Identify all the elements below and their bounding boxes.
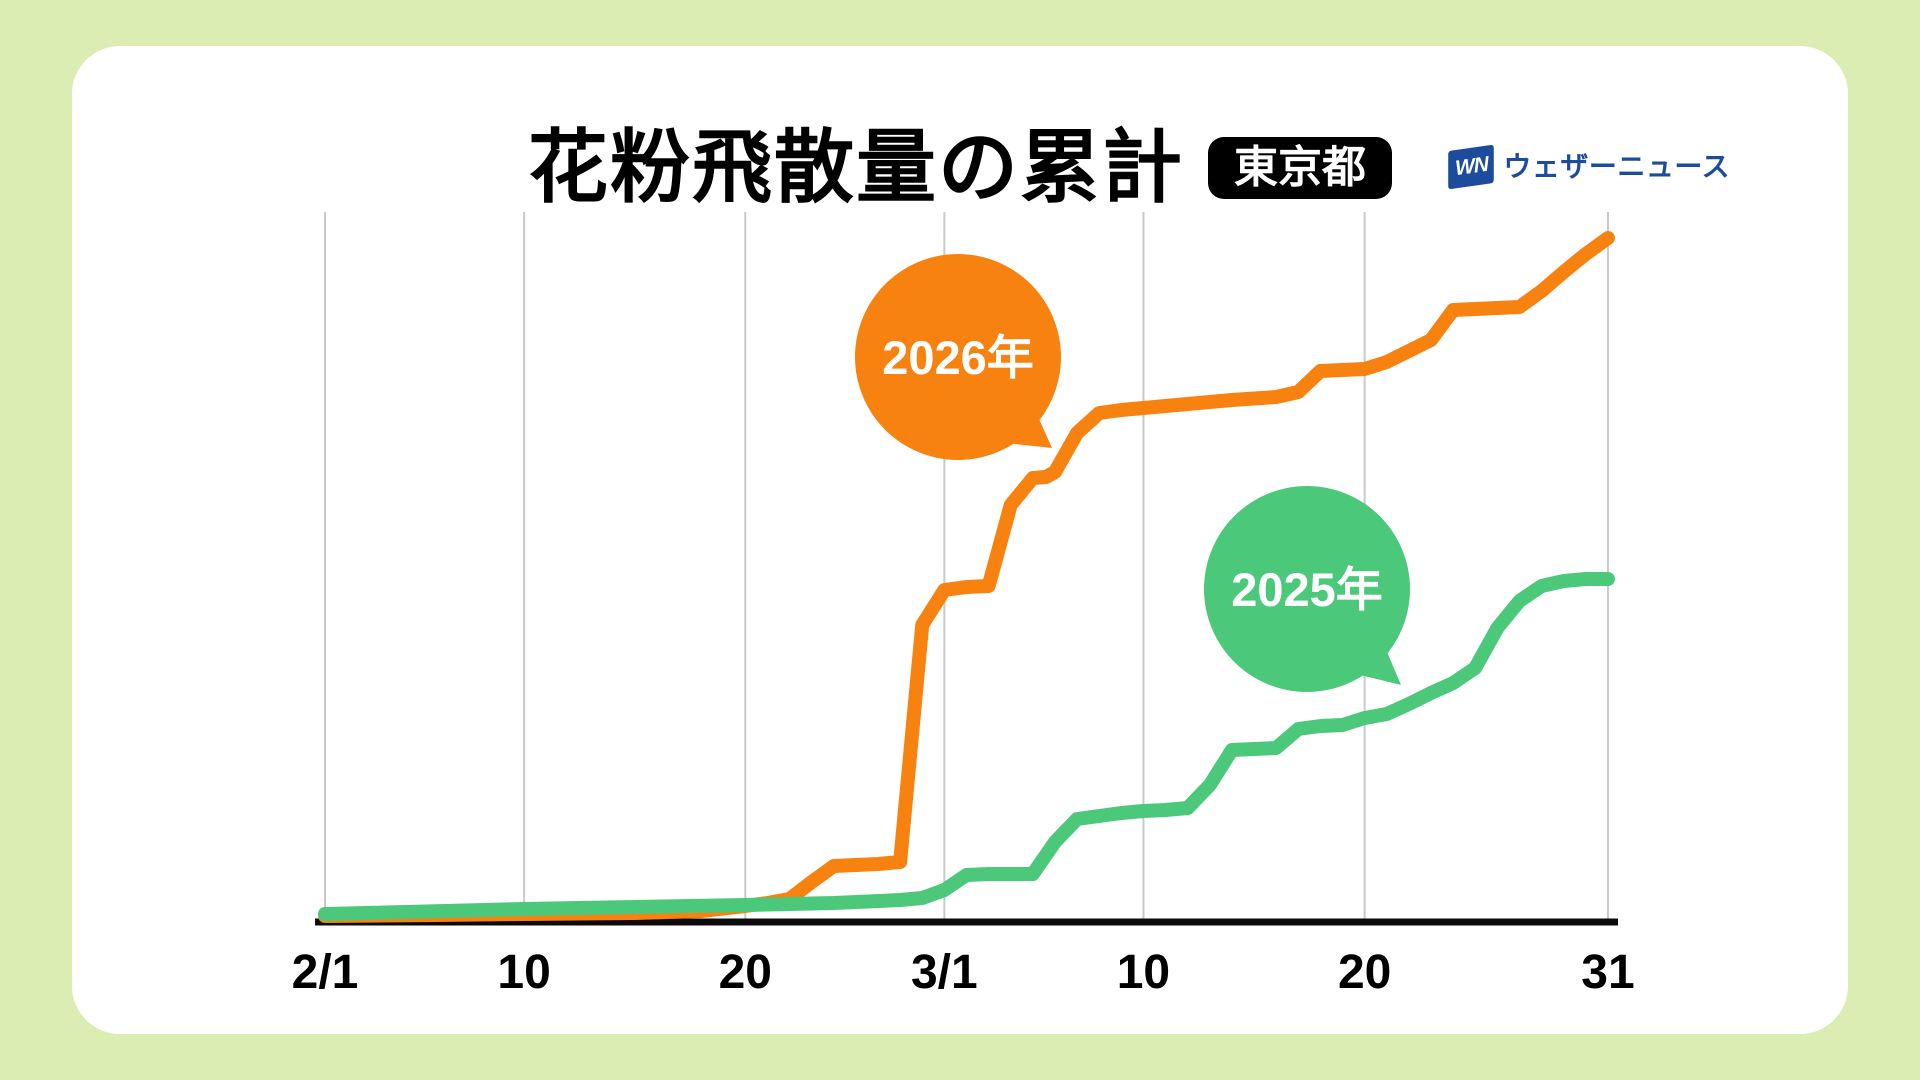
x-tick-label: 20 [719,946,772,999]
x-tick-label: 3/1 [911,946,978,999]
title-bar: 花粉飛散量の累計 東京都 [72,128,1848,208]
page-title: 花粉飛散量の累計 [528,123,1184,212]
series-line-2025年 [318,572,1615,921]
x-tick-label: 31 [1581,946,1634,999]
bubble-circle [1204,486,1410,692]
x-tick-label: 20 [1338,946,1391,999]
region-badge: 東京都 [1208,136,1392,200]
bubble-circle [855,254,1061,460]
bubble-label: 2025年 [1231,563,1383,616]
x-tick-label: 10 [1117,946,1170,999]
chart-card: 花粉飛散量の累計 東京都 WN ウェザーニュース [72,46,1848,1034]
weathernews-logo: WN ウェザーニュース [1448,144,1730,190]
weathernews-logo-text: ウェザーニュース [1503,151,1730,182]
x-tick-label: 2/1 [292,946,359,999]
bubble-label: 2026年 [882,331,1034,384]
x-tick-label: 10 [497,946,550,999]
